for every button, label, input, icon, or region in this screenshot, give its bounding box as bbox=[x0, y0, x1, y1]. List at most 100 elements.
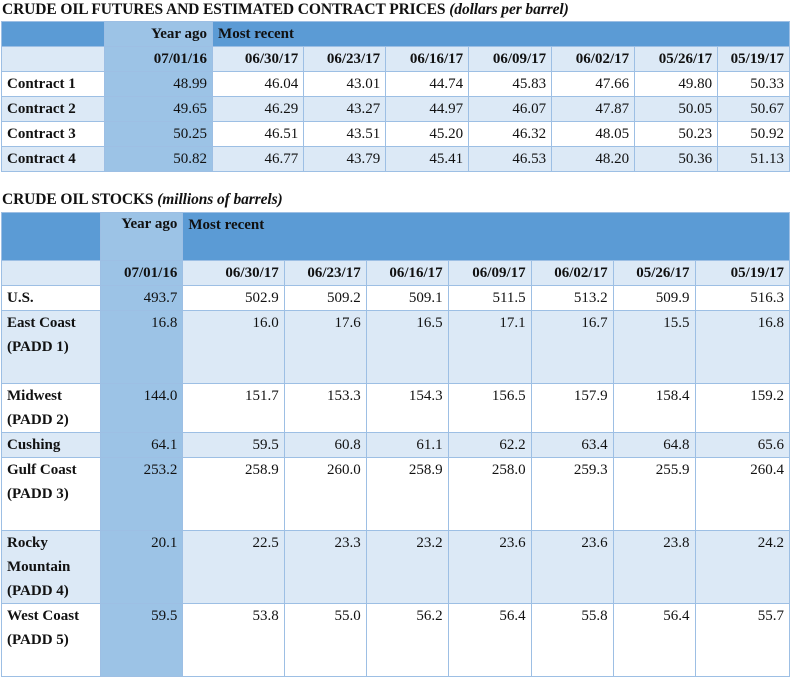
futures-date-cell: 06/02/17 bbox=[551, 46, 636, 72]
stocks-value-cell: 493.7 bbox=[100, 285, 184, 311]
stocks-value-cell: 511.5 bbox=[447, 285, 532, 311]
stocks-value-cell: 156.5 bbox=[447, 383, 532, 433]
futures-value-cell: 50.23 bbox=[634, 121, 719, 147]
futures-value-cell: 50.82 bbox=[104, 146, 214, 172]
stocks-value-cell: 16.0 bbox=[182, 310, 285, 384]
futures-value-cell: 46.51 bbox=[212, 121, 305, 147]
futures-date-cell: 05/19/17 bbox=[717, 46, 790, 72]
stocks-value-cell: 59.5 bbox=[182, 432, 285, 458]
stocks-date-cell: 05/26/17 bbox=[612, 260, 696, 286]
futures-value-cell: 46.77 bbox=[212, 146, 305, 172]
stocks-value-cell: 144.0 bbox=[100, 383, 184, 433]
stocks-value-cell: 55.0 bbox=[283, 603, 367, 677]
stocks-value-cell: 24.2 bbox=[694, 530, 791, 604]
futures-value-cell: 47.66 bbox=[551, 71, 636, 97]
futures-value-cell: 43.01 bbox=[303, 71, 387, 97]
stocks-row-label: East Coast (PADD 1) bbox=[0, 310, 102, 384]
stocks-value-cell: 20.1 bbox=[100, 530, 184, 604]
stocks-value-cell: 56.4 bbox=[612, 603, 696, 677]
stocks-value-cell: 55.8 bbox=[530, 603, 614, 677]
futures-value-cell: 51.13 bbox=[717, 146, 790, 172]
futures-value-cell: 43.79 bbox=[303, 146, 387, 172]
stocks-row: Rocky Mountain (PADD 4) 20.1 22.5 23.3 23.2 2… bbox=[0, 530, 791, 604]
stocks-row-label: Cushing bbox=[0, 432, 102, 458]
stocks-year-ago-header: Year ago bbox=[100, 212, 184, 261]
stocks-value-cell: 15.5 bbox=[612, 310, 696, 384]
futures-table: Year ago Most recent 07/01/16 06/30/17 0… bbox=[0, 21, 790, 172]
stocks-value-cell: 509.1 bbox=[365, 285, 449, 311]
stocks-row: U.S. 493.7 502.9 509.2 509.1 511.5 513.2 509.9 5… bbox=[0, 285, 791, 311]
stocks-value-cell: 17.6 bbox=[283, 310, 367, 384]
stocks-value-cell: 513.2 bbox=[530, 285, 614, 311]
futures-value-cell: 46.53 bbox=[468, 146, 553, 172]
futures-value-cell: 45.83 bbox=[468, 71, 553, 97]
stocks-date-cell: 06/02/17 bbox=[530, 260, 614, 286]
stocks-most-recent-header: Most recent bbox=[182, 212, 790, 261]
stocks-value-cell: 60.8 bbox=[283, 432, 367, 458]
stocks-value-cell: 158.4 bbox=[612, 383, 696, 433]
futures-value-cell: 48.05 bbox=[551, 121, 636, 147]
futures-value-cell: 46.07 bbox=[468, 96, 553, 122]
futures-value-cell: 50.33 bbox=[717, 71, 790, 97]
stocks-value-cell: 509.2 bbox=[283, 285, 367, 311]
futures-year-ago-header: Year ago bbox=[104, 21, 214, 47]
futures-most-recent-header: Most recent bbox=[212, 21, 790, 47]
stocks-corner-cell bbox=[0, 212, 102, 261]
stocks-row: Cushing 64.1 59.5 60.8 61.1 62.2 63.4 64.8 65.6 bbox=[0, 432, 791, 458]
stocks-dates-row: 07/01/16 06/30/17 06/23/17 06/16/17 06/0… bbox=[0, 260, 791, 286]
futures-header-row: Year ago Most recent bbox=[0, 21, 790, 47]
futures-dates-row: 07/01/16 06/30/17 06/23/17 06/16/17 06/0… bbox=[0, 46, 790, 72]
stocks-value-cell: 259.3 bbox=[530, 457, 614, 531]
futures-value-cell: 43.51 bbox=[303, 121, 387, 147]
stocks-dates-corner bbox=[0, 260, 102, 286]
stocks-body: U.S. 493.7 502.9 509.2 509.1 511.5 513.2 509.9 5… bbox=[0, 285, 791, 677]
stocks-header-row: Year ago Most recent bbox=[0, 212, 790, 261]
futures-row-label: Contract 2 bbox=[0, 96, 106, 122]
futures-value-cell: 45.41 bbox=[385, 146, 470, 172]
futures-value-cell: 44.74 bbox=[385, 71, 470, 97]
stocks-value-cell: 258.9 bbox=[365, 457, 449, 531]
stocks-value-cell: 16.8 bbox=[694, 310, 791, 384]
stocks-subtitle: (millions of barrels) bbox=[157, 191, 283, 208]
futures-value-cell: 48.20 bbox=[551, 146, 636, 172]
stocks-date-cell: 07/01/16 bbox=[100, 260, 184, 286]
futures-value-cell: 46.04 bbox=[212, 71, 305, 97]
stocks-value-cell: 258.9 bbox=[182, 457, 285, 531]
stocks-title: CRUDE OIL STOCKS (millions of barrels) bbox=[2, 191, 283, 209]
futures-subtitle: (dollars per barrel) bbox=[449, 1, 569, 18]
stocks-value-cell: 55.7 bbox=[694, 603, 791, 677]
futures-value-cell: 48.99 bbox=[104, 71, 214, 97]
stocks-row-label: Rocky Mountain (PADD 4) bbox=[0, 530, 102, 604]
stocks-date-cell: 06/09/17 bbox=[447, 260, 532, 286]
futures-value-cell: 50.36 bbox=[634, 146, 719, 172]
stocks-value-cell: 157.9 bbox=[530, 383, 614, 433]
stocks-value-cell: 502.9 bbox=[182, 285, 285, 311]
futures-dates-corner bbox=[0, 46, 106, 72]
stocks-value-cell: 65.6 bbox=[694, 432, 791, 458]
stocks-value-cell: 53.8 bbox=[182, 603, 285, 677]
futures-value-cell: 50.67 bbox=[717, 96, 790, 122]
futures-date-cell: 06/30/17 bbox=[212, 46, 305, 72]
stocks-value-cell: 23.8 bbox=[612, 530, 696, 604]
futures-date-cell: 07/01/16 bbox=[104, 46, 214, 72]
futures-value-cell: 47.87 bbox=[551, 96, 636, 122]
stocks-row: Gulf Coast (PADD 3) 253.2 258.9 260.0 258.9 2… bbox=[0, 457, 791, 531]
stocks-row-label: Midwest (PADD 2) bbox=[0, 383, 102, 433]
stocks-value-cell: 258.0 bbox=[447, 457, 532, 531]
stocks-row-label: Gulf Coast (PADD 3) bbox=[0, 457, 102, 531]
stocks-value-cell: 64.8 bbox=[612, 432, 696, 458]
stocks-value-cell: 23.6 bbox=[530, 530, 614, 604]
futures-value-cell: 46.29 bbox=[212, 96, 305, 122]
stocks-value-cell: 17.1 bbox=[447, 310, 532, 384]
futures-row: Contract 1 48.99 46.04 43.01 44.74 45.83 47.66… bbox=[0, 71, 790, 97]
stocks-value-cell: 509.9 bbox=[612, 285, 696, 311]
futures-value-cell: 49.80 bbox=[634, 71, 719, 97]
stocks-value-cell: 253.2 bbox=[100, 457, 184, 531]
futures-date-cell: 06/16/17 bbox=[385, 46, 470, 72]
stocks-row-label: U.S. bbox=[0, 285, 102, 311]
stocks-row: Midwest (PADD 2) 144.0 151.7 153.3 154.3 156.… bbox=[0, 383, 791, 433]
stocks-value-cell: 64.1 bbox=[100, 432, 184, 458]
stocks-value-cell: 151.7 bbox=[182, 383, 285, 433]
futures-value-cell: 49.65 bbox=[104, 96, 214, 122]
stocks-value-cell: 56.2 bbox=[365, 603, 449, 677]
